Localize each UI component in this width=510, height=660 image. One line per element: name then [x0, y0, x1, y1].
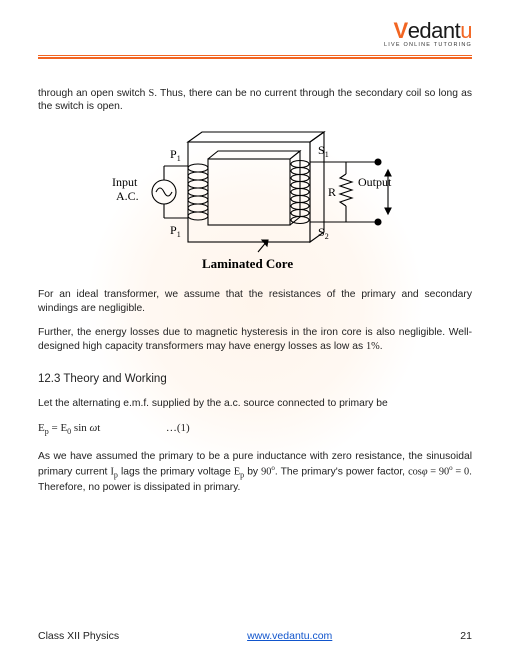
paragraph-1: through an open switch S. Thus, there ca…	[38, 87, 472, 115]
th-90: 90	[261, 467, 271, 478]
eq-sin: sin	[71, 422, 89, 434]
logo-mid: edant	[408, 18, 461, 43]
label-s1: S1	[318, 143, 329, 159]
th-c: by	[244, 467, 261, 478]
label-p2: P1	[170, 223, 181, 239]
label-r: R	[328, 185, 336, 199]
brand-name: Vedantu	[384, 20, 472, 42]
p3-pct: 1%	[366, 341, 380, 352]
label-core: Laminated Core	[202, 256, 293, 271]
th-d: . The primary's power factor,	[275, 467, 408, 478]
diagram-svg: Input A.C. P1 P1 S1 S2 R Output Laminate…	[110, 124, 400, 274]
th-eq0: = 0	[453, 467, 469, 478]
logo-v: V	[394, 18, 408, 43]
label-input: Input	[112, 175, 138, 189]
brand-logo: Vedantu LIVE ONLINE TUTORING	[384, 20, 472, 49]
section-heading: 12.3 Theory and Working	[38, 372, 472, 388]
page-header: Vedantu LIVE ONLINE TUTORING	[38, 20, 472, 49]
label-p1: P1	[170, 147, 181, 163]
th-cos: cos	[408, 467, 422, 478]
footer-left: Class XII Physics	[38, 630, 119, 642]
theory-intro: Let the alternating e.m.f. supplied by t…	[38, 397, 472, 411]
page-footer: Class XII Physics www.vedantu.com 21	[38, 626, 472, 642]
paragraph-theory: As we have assumed the primary to be a p…	[38, 450, 472, 495]
label-output: Output	[358, 175, 392, 189]
p3-text-a: Further, the energy losses due to magnet…	[38, 327, 472, 352]
footer-page-number: 21	[460, 630, 472, 642]
paragraph-2: For an ideal transformer, we assume that…	[38, 288, 472, 316]
th-b: lags the primary voltage	[118, 467, 234, 478]
eq-t: t	[97, 422, 100, 434]
page-content: through an open switch S. Thus, there ca…	[38, 87, 472, 627]
equation-1: Ep = E0 sin ωt …(1)	[38, 421, 472, 438]
section-number: 12.3	[38, 373, 60, 385]
section-title-text: Theory and Working	[63, 373, 166, 385]
p3-text-b: .	[380, 341, 383, 352]
eq-equals: = E	[49, 422, 67, 434]
brand-tagline: LIVE ONLINE TUTORING	[384, 43, 472, 49]
transformer-diagram: Input A.C. P1 P1 S1 S2 R Output Laminate…	[38, 124, 472, 274]
paragraph-3: Further, the energy losses due to magnet…	[38, 326, 472, 354]
label-s2: S2	[318, 225, 329, 241]
footer-link[interactable]: www.vedantu.com	[247, 630, 332, 642]
logo-u: u	[460, 18, 472, 43]
label-ac: A.C.	[116, 189, 139, 203]
eq-tag: …(1)	[166, 422, 190, 434]
th-eq90: = 90	[428, 467, 450, 478]
header-rule	[38, 55, 472, 59]
eq-E: E	[38, 422, 45, 434]
p1-text-a: through an open switch	[38, 88, 148, 99]
